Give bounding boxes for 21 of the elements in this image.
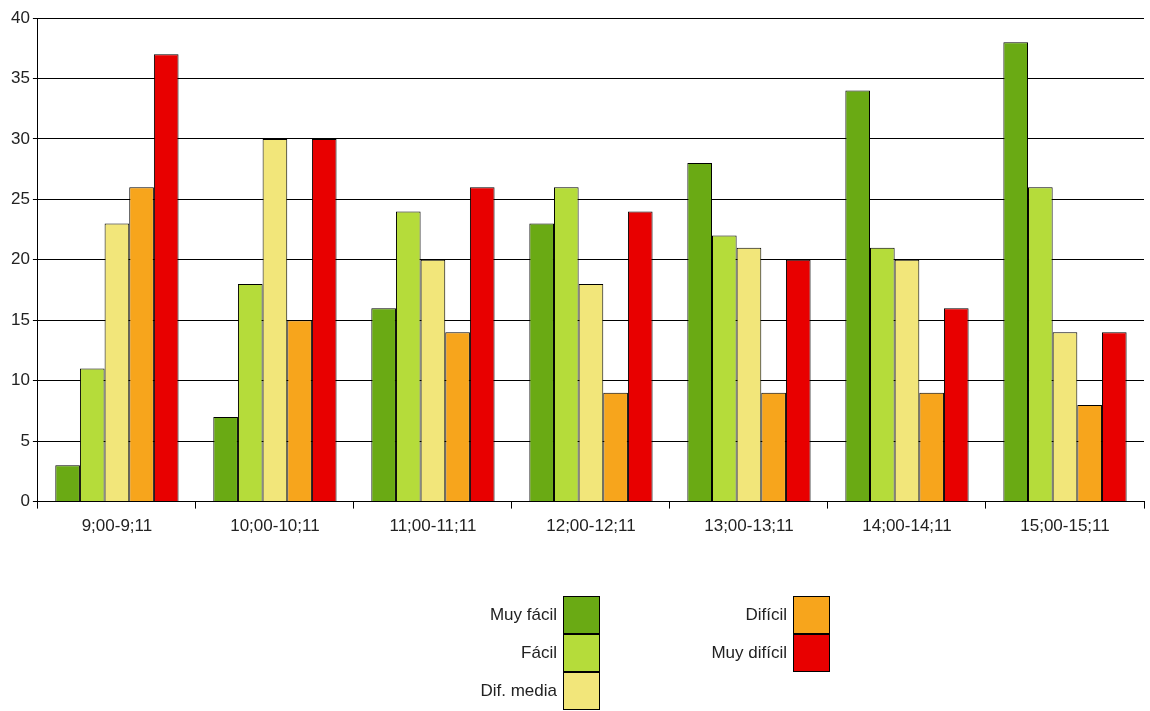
y-tick-label: 0 bbox=[20, 491, 30, 511]
legend-label: Dif. media bbox=[480, 681, 557, 701]
y-tick-label: 30 bbox=[10, 128, 30, 148]
y-tick-label: 40 bbox=[10, 7, 30, 27]
x-tick-label: 14;00-14;11 bbox=[862, 516, 952, 536]
x-tick-label: 15;00-15;11 bbox=[1020, 516, 1110, 536]
x-tick-label: 12;00-12;11 bbox=[546, 516, 636, 536]
x-tick-label: 13;00-13;11 bbox=[704, 516, 794, 536]
y-tick-label: 5 bbox=[20, 430, 30, 450]
legend-label: Muy difícil bbox=[711, 643, 787, 663]
x-tick-label: 11;00-11;11 bbox=[389, 516, 477, 536]
y-tick-label: 10 bbox=[10, 370, 30, 390]
y-tick-label: 25 bbox=[10, 189, 30, 209]
legend-label: Muy fácil bbox=[489, 605, 557, 625]
legend-label: Fácil bbox=[521, 643, 557, 663]
x-tick-label: 10;00-10;11 bbox=[230, 516, 320, 536]
y-tick-label: 20 bbox=[10, 249, 30, 269]
y-tick-label: 35 bbox=[10, 68, 30, 88]
legend-label: Difícil bbox=[745, 605, 787, 625]
y-tick-label: 15 bbox=[10, 309, 30, 329]
x-tick-label: 9;00-9;11 bbox=[81, 516, 153, 536]
